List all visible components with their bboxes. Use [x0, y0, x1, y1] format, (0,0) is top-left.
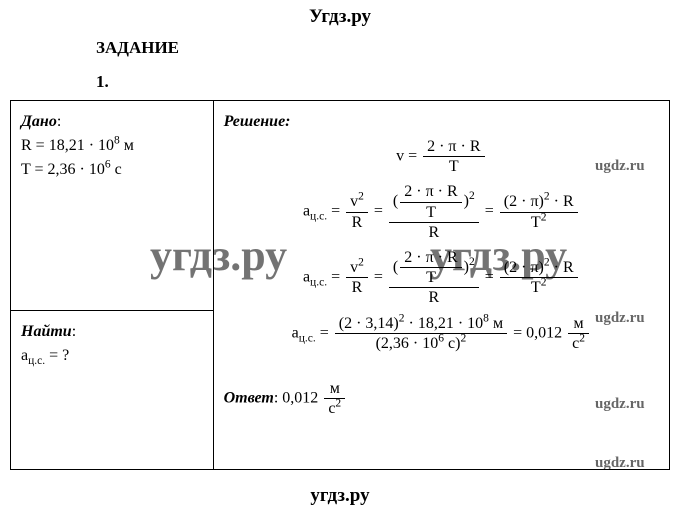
eq2-f1: v2 R — [346, 192, 368, 231]
eq4-eq: = — [316, 324, 333, 341]
find-label: Найти — [21, 323, 72, 340]
eq3-a: a — [303, 268, 310, 285]
eq4-den-b: c) — [444, 335, 460, 352]
eq2-f2: (2 · π · RT)2 R — [389, 182, 479, 242]
eq2-f2-sup: 2 — [469, 190, 475, 202]
eq3-f3-den-sup: 2 — [541, 277, 547, 289]
answer-unit-num: м — [324, 379, 345, 399]
eq2-f3: (2 · π)2 · R T2 — [500, 192, 578, 231]
eq1-num: 2 · π · R — [423, 137, 484, 157]
eq2-f2-open: ( — [393, 193, 398, 210]
eq3-mid2: = — [485, 268, 498, 285]
section-title: ЗАДАНИЕ — [96, 38, 179, 58]
given-r-unit: м — [120, 137, 134, 154]
given-t-unit: с — [111, 161, 122, 178]
find-a-sub: ц.с. — [28, 355, 45, 367]
problem-table: Дано: R = 18,21 · 108 м T = 2,36 · 106 с… — [10, 100, 670, 470]
eq3-f3-den: T — [531, 279, 541, 296]
eq2-eq: = — [327, 203, 344, 220]
equation-1: v = 2 · π · R T — [224, 137, 659, 176]
eq3-f3-num-b: · R — [550, 259, 574, 276]
eq3-f1-num-sup: 2 — [358, 257, 364, 269]
eq1-lhs: v = — [396, 147, 421, 164]
problem-number: 1. — [96, 72, 109, 92]
answer-label: Ответ — [224, 389, 274, 406]
given-cell: Дано: R = 18,21 · 108 м T = 2,36 · 106 с — [11, 101, 214, 311]
answer-unit: м c2 — [324, 379, 345, 418]
eq4-unit: м c2 — [568, 314, 589, 353]
eq3-f1-num: v — [350, 259, 358, 276]
eq2-f2-den: R — [389, 223, 479, 242]
eq4-num-b: · 18,21 · 10 — [405, 315, 484, 332]
answer-unit-den-sup: 2 — [335, 398, 341, 410]
spacer — [224, 359, 659, 373]
given-line-1: R = 18,21 · 108 м — [21, 137, 203, 155]
site-footer: угдз.ру — [0, 485, 680, 507]
eq4-unit-num: м — [568, 314, 589, 334]
given-label: Дано — [21, 113, 57, 130]
find-q: = ? — [45, 347, 69, 364]
eq4-den-sup2: 2 — [460, 332, 466, 344]
given-r-base: R = 18,21 · 10 — [21, 137, 114, 154]
given-t-base: T = 2,36 · 10 — [21, 161, 105, 178]
eq4-den-a: (2,36 · 10 — [376, 335, 439, 352]
eq3-f3-num-a: (2 · π) — [504, 259, 544, 276]
eq2-f1-num-sup: 2 — [358, 191, 364, 203]
eq3-f2-open: ( — [393, 258, 398, 275]
solution-label: Решение: — [224, 113, 291, 130]
eq4-post: = 0,012 — [513, 324, 566, 341]
eq3-f3: (2 · π)2 · R T2 — [500, 258, 578, 297]
eq3-asub: ц.с. — [310, 277, 327, 289]
solution-cell: Решение: v = 2 · π · R T aц.с. = v2 — [213, 101, 669, 470]
answer-val: : 0,012 — [274, 389, 322, 406]
eq2-f1-den: R — [346, 213, 368, 232]
eq2-f2-inner: 2 · π · RT — [400, 182, 461, 221]
eq2-mid2: = — [485, 203, 498, 220]
eq3-f2-den: R — [389, 288, 479, 307]
eq2-f2-inner-den: T — [400, 203, 461, 222]
find-cell: Найти: aц.с. = ? — [11, 310, 214, 469]
find-expression: aц.с. = ? — [21, 347, 203, 367]
eq3-f2-inner-den: T — [400, 268, 461, 287]
equation-3: aц.с. = v2 R = (2 · π · RT)2 R = — [224, 248, 659, 308]
eq1-den: T — [423, 157, 484, 176]
given-line-2: T = 2,36 · 106 с — [21, 161, 203, 179]
eq3-f2-sup: 2 — [469, 256, 475, 268]
eq3-eq: = — [327, 268, 344, 285]
eq3-f2-inner: 2 · π · RT — [400, 248, 461, 287]
eq1-frac: 2 · π · R T — [423, 137, 484, 176]
eq2-f3-num-a: (2 · π) — [504, 193, 544, 210]
eq2-f3-den: T — [531, 214, 541, 231]
eq4-num-c: м — [489, 315, 503, 332]
eq4-a: a — [292, 324, 299, 341]
eq3-mid1: = — [374, 268, 387, 285]
eq4-unit-den-sup: 2 — [579, 332, 585, 344]
eq4-frac: (2 · 3,14)2 · 18,21 · 108 м (2,36 · 106 … — [335, 314, 507, 353]
eq4-num-a: (2 · 3,14) — [339, 315, 399, 332]
eq2-f3-num-b: · R — [550, 193, 574, 210]
answer-line: Ответ: 0,012 м c2 — [224, 379, 659, 418]
eq3-f1: v2 R — [346, 258, 368, 297]
eq4-asub: ц.с. — [299, 332, 316, 344]
eq2-f3-den-sup: 2 — [541, 211, 547, 223]
eq2-f2-inner-num: 2 · π · R — [400, 182, 461, 202]
eq3-f1-den: R — [346, 278, 368, 297]
eq3-f2: (2 · π · RT)2 R — [389, 248, 479, 308]
eq2-f1-num: v — [350, 193, 358, 210]
equation-4: aц.с. = (2 · 3,14)2 · 18,21 · 108 м (2,3… — [224, 314, 659, 353]
site-header: Угдз.ру — [0, 6, 680, 28]
eq3-f2-inner-num: 2 · π · R — [400, 248, 461, 268]
equation-2: aц.с. = v2 R = (2 · π · RT)2 R = — [224, 182, 659, 242]
eq2-a: a — [303, 203, 310, 220]
eq2-mid1: = — [374, 203, 387, 220]
eq2-asub: ц.с. — [310, 211, 327, 223]
